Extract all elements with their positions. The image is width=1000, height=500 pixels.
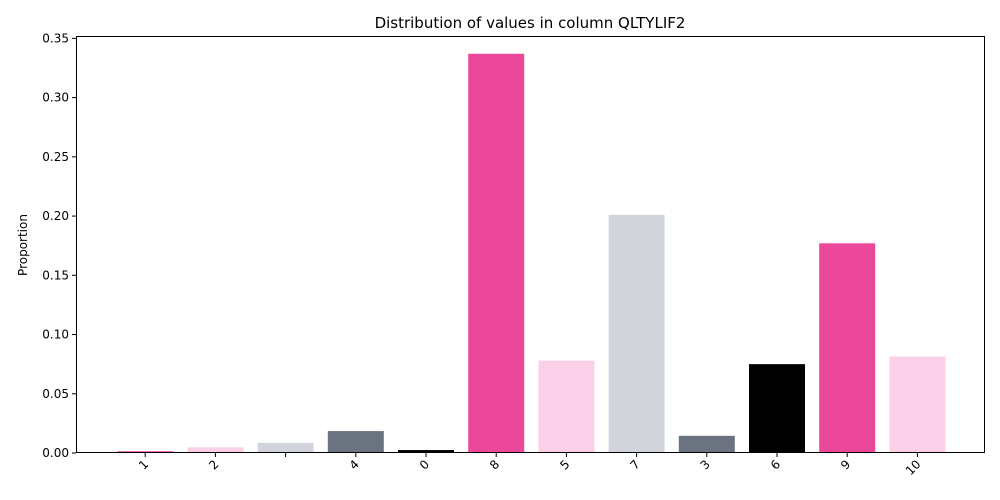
y-tick-label: 0.25 bbox=[42, 150, 69, 164]
y-tick-label: 0.30 bbox=[42, 91, 69, 105]
y-tick-label: 0.00 bbox=[42, 446, 69, 460]
y-axis-label: Proportion bbox=[16, 214, 30, 276]
bar bbox=[678, 435, 735, 453]
x-tick-label: 6 bbox=[768, 457, 783, 472]
bar bbox=[538, 360, 595, 453]
x-axis-ticks: 1 2 4 0 8 5 7 3 6 9 10 bbox=[136, 453, 924, 478]
bar bbox=[398, 450, 454, 453]
y-tick-label: 0.35 bbox=[42, 31, 69, 45]
x-tick-label: 7 bbox=[627, 457, 642, 472]
bars-group bbox=[117, 53, 946, 453]
bar bbox=[889, 356, 946, 453]
x-tick-label: 9 bbox=[838, 457, 853, 472]
bar bbox=[468, 53, 525, 453]
bar bbox=[257, 442, 314, 453]
bar bbox=[327, 431, 384, 453]
y-tick-label: 0.20 bbox=[42, 209, 69, 223]
bar bbox=[608, 214, 665, 453]
bar bbox=[749, 364, 805, 453]
x-tick-label: 4 bbox=[347, 457, 362, 472]
chart-title: Distribution of values in column QLTYLIF… bbox=[375, 14, 686, 32]
plot-frame bbox=[76, 36, 985, 453]
x-tick-label: 10 bbox=[903, 457, 924, 478]
y-tick-label: 0.10 bbox=[42, 328, 69, 342]
bar bbox=[187, 447, 244, 453]
x-tick-label: 3 bbox=[698, 457, 713, 472]
x-tick-label: 0 bbox=[417, 457, 432, 472]
x-tick-label: 8 bbox=[487, 457, 502, 472]
x-tick-label: 5 bbox=[557, 457, 572, 472]
x-tick-label: 2 bbox=[206, 457, 221, 472]
bar bbox=[819, 243, 876, 453]
y-axis-ticks: 0.00 0.05 0.10 0.15 0.20 0.25 0.30 0.35 bbox=[42, 31, 76, 460]
y-tick-label: 0.05 bbox=[42, 387, 69, 401]
y-tick-label: 0.15 bbox=[42, 268, 69, 282]
x-tick-label: 1 bbox=[136, 457, 151, 472]
